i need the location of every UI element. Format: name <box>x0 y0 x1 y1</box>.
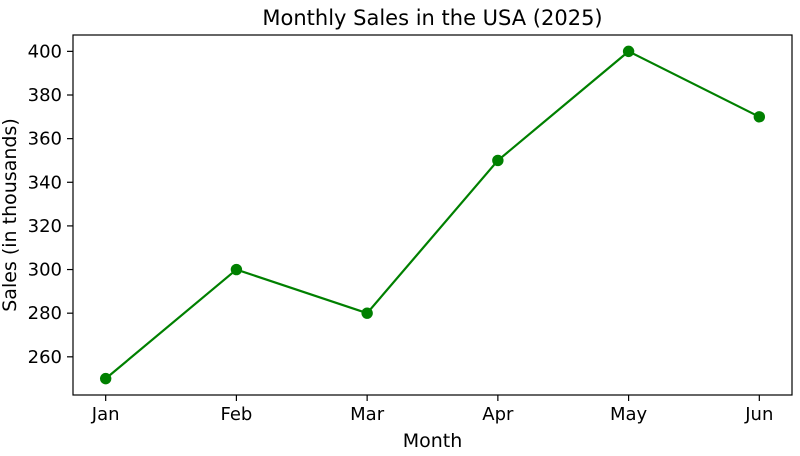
y-tick-label: 340 <box>28 172 62 193</box>
data-point-marker <box>492 154 504 167</box>
data-point-marker <box>622 45 635 58</box>
y-axis-ticks: 260 280 300 320 340 360 380 400 <box>28 41 73 368</box>
x-tick-label: Mar <box>350 404 385 425</box>
x-tick-label: Jun <box>744 404 773 425</box>
y-tick-label: 360 <box>28 129 62 150</box>
series-line <box>104 50 761 380</box>
y-tick-label: 260 <box>28 347 62 368</box>
x-axis-ticks: Jan Feb Mar Apr May Jun <box>91 395 773 425</box>
y-tick-label: 380 <box>28 85 62 106</box>
x-tick-label: Feb <box>220 404 252 425</box>
y-tick-label: 300 <box>28 260 62 281</box>
data-series <box>99 45 766 385</box>
y-tick-label: 320 <box>28 216 62 237</box>
x-tick-label: May <box>610 404 648 425</box>
data-point-marker <box>361 307 373 319</box>
y-tick-label: 280 <box>28 303 62 324</box>
data-point-marker <box>99 372 112 385</box>
x-axis-label: Month <box>403 430 463 452</box>
plot-area <box>72 34 793 396</box>
data-point-marker <box>230 263 243 276</box>
x-tick-label: Apr <box>482 404 514 425</box>
chart-title: Monthly Sales in the USA (2025) <box>262 6 602 30</box>
data-point-marker <box>753 111 766 123</box>
y-tick-label: 400 <box>28 41 62 62</box>
y-axis-label: Sales (in thousands) <box>0 118 21 312</box>
x-tick-label: Jan <box>91 404 120 425</box>
